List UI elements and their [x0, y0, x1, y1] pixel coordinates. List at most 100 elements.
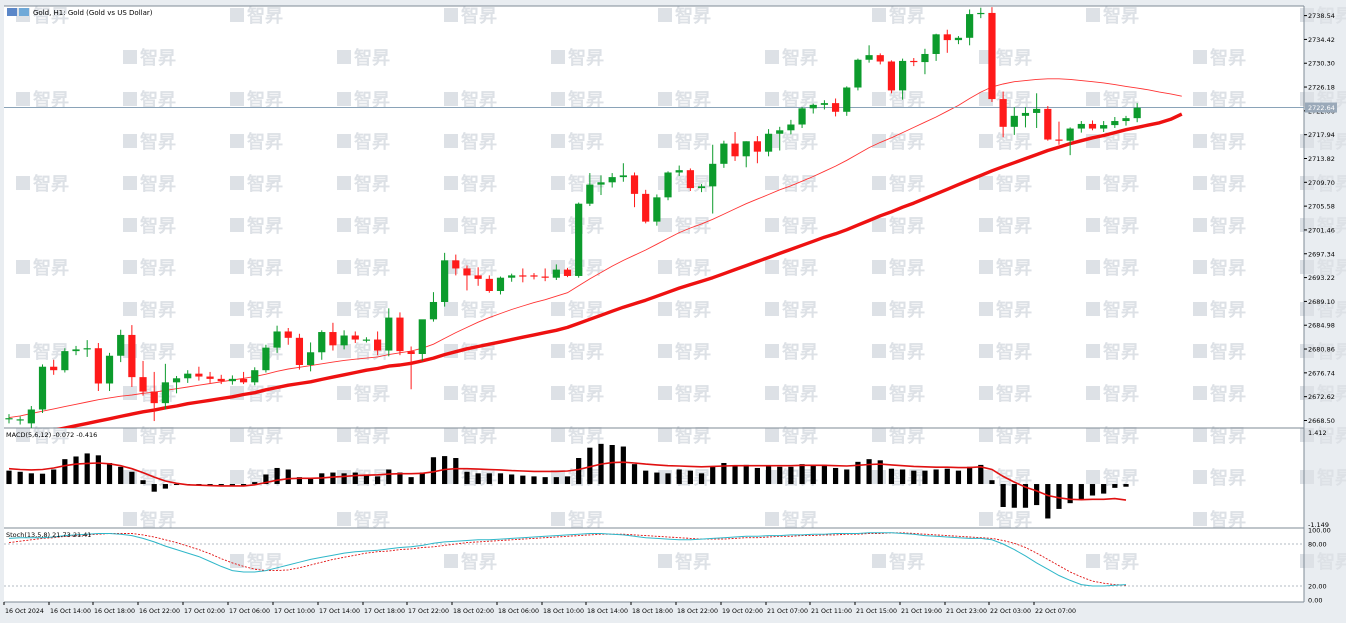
candle[interactable] [195, 366, 203, 381]
candle[interactable] [117, 329, 125, 363]
candle[interactable] [552, 264, 560, 281]
candle[interactable] [820, 100, 829, 110]
candle[interactable] [954, 36, 963, 45]
candle[interactable] [374, 331, 382, 356]
candle[interactable] [38, 364, 47, 413]
candle[interactable] [787, 119, 795, 135]
candle[interactable] [720, 140, 728, 168]
candle[interactable] [16, 416, 24, 425]
candle[interactable] [1010, 107, 1018, 135]
candle[interactable] [273, 325, 281, 353]
candle[interactable] [351, 331, 359, 344]
candle[interactable] [921, 48, 929, 75]
candle[interactable] [619, 163, 627, 182]
candle[interactable] [530, 273, 538, 280]
candle[interactable] [563, 267, 572, 278]
candle[interactable] [1088, 120, 1097, 131]
candle[interactable] [876, 53, 884, 65]
candle[interactable] [150, 371, 158, 422]
candle[interactable] [608, 173, 616, 188]
candle[interactable] [474, 267, 482, 286]
candle[interactable] [1077, 121, 1085, 133]
candle[interactable] [396, 312, 404, 356]
candle[interactable] [809, 103, 817, 114]
candle[interactable] [128, 325, 136, 387]
candle[interactable] [184, 370, 192, 383]
candle[interactable] [541, 268, 549, 282]
candle[interactable] [686, 168, 694, 191]
candle[interactable] [910, 58, 918, 67]
candle[interactable] [709, 144, 717, 214]
candle[interactable] [306, 342, 315, 372]
candle[interactable] [977, 7, 985, 19]
candle[interactable] [675, 165, 683, 176]
candle[interactable] [887, 60, 896, 94]
candle[interactable] [485, 275, 493, 293]
candle[interactable] [1100, 121, 1108, 133]
candle[interactable] [764, 129, 773, 157]
candle[interactable] [865, 45, 873, 63]
candle[interactable] [642, 189, 650, 224]
candle[interactable] [228, 375, 236, 385]
candle[interactable] [329, 322, 337, 351]
candle[interactable] [508, 273, 516, 282]
candle[interactable] [1021, 107, 1030, 128]
candle[interactable] [776, 126, 784, 151]
candle[interactable] [586, 173, 594, 207]
candle[interactable] [418, 319, 426, 361]
candle[interactable] [664, 171, 672, 201]
candle[interactable] [496, 276, 505, 295]
candle[interactable] [1066, 127, 1074, 156]
candle[interactable] [217, 374, 225, 385]
candle[interactable] [932, 33, 940, 61]
candle[interactable] [318, 330, 326, 360]
candle[interactable] [362, 337, 371, 343]
candle[interactable] [630, 172, 639, 208]
candle[interactable] [519, 268, 527, 283]
candle[interactable] [340, 330, 348, 350]
candle[interactable] [429, 292, 438, 322]
candle[interactable] [452, 254, 460, 276]
candle[interactable] [251, 367, 259, 386]
candle[interactable] [899, 58, 907, 100]
candle[interactable] [753, 136, 761, 164]
candle[interactable] [407, 346, 415, 390]
candle[interactable] [105, 352, 114, 392]
candle[interactable] [597, 175, 605, 196]
candle[interactable] [50, 359, 58, 375]
candle[interactable] [1033, 93, 1041, 128]
candle[interactable] [575, 202, 583, 278]
candle[interactable] [463, 265, 471, 291]
candle[interactable] [831, 98, 840, 117]
candle[interactable] [798, 107, 806, 128]
candle[interactable] [943, 29, 951, 53]
candle[interactable] [441, 252, 449, 307]
candle[interactable] [854, 58, 862, 91]
candle[interactable] [999, 91, 1007, 138]
candle[interactable] [1122, 115, 1130, 126]
candle[interactable] [172, 375, 181, 394]
candle[interactable] [385, 308, 393, 357]
candle[interactable] [206, 371, 214, 383]
candle[interactable] [61, 348, 69, 373]
candle[interactable] [284, 327, 292, 345]
candle[interactable] [843, 86, 851, 116]
candle[interactable] [262, 344, 270, 373]
candle[interactable] [1055, 121, 1063, 145]
candle[interactable] [731, 132, 739, 161]
candle[interactable] [94, 343, 102, 392]
candle[interactable] [239, 371, 248, 385]
candle[interactable] [161, 363, 169, 410]
candle[interactable] [1044, 106, 1052, 141]
candle[interactable] [83, 340, 91, 357]
candle[interactable] [966, 9, 974, 46]
candle[interactable] [988, 7, 996, 102]
candle[interactable] [697, 184, 706, 193]
candle[interactable] [1111, 116, 1119, 128]
candle[interactable] [1133, 103, 1141, 123]
candle[interactable] [295, 333, 304, 370]
candle[interactable] [27, 406, 35, 428]
candle[interactable] [5, 414, 13, 424]
candle[interactable] [72, 345, 80, 356]
candle[interactable] [139, 360, 147, 396]
